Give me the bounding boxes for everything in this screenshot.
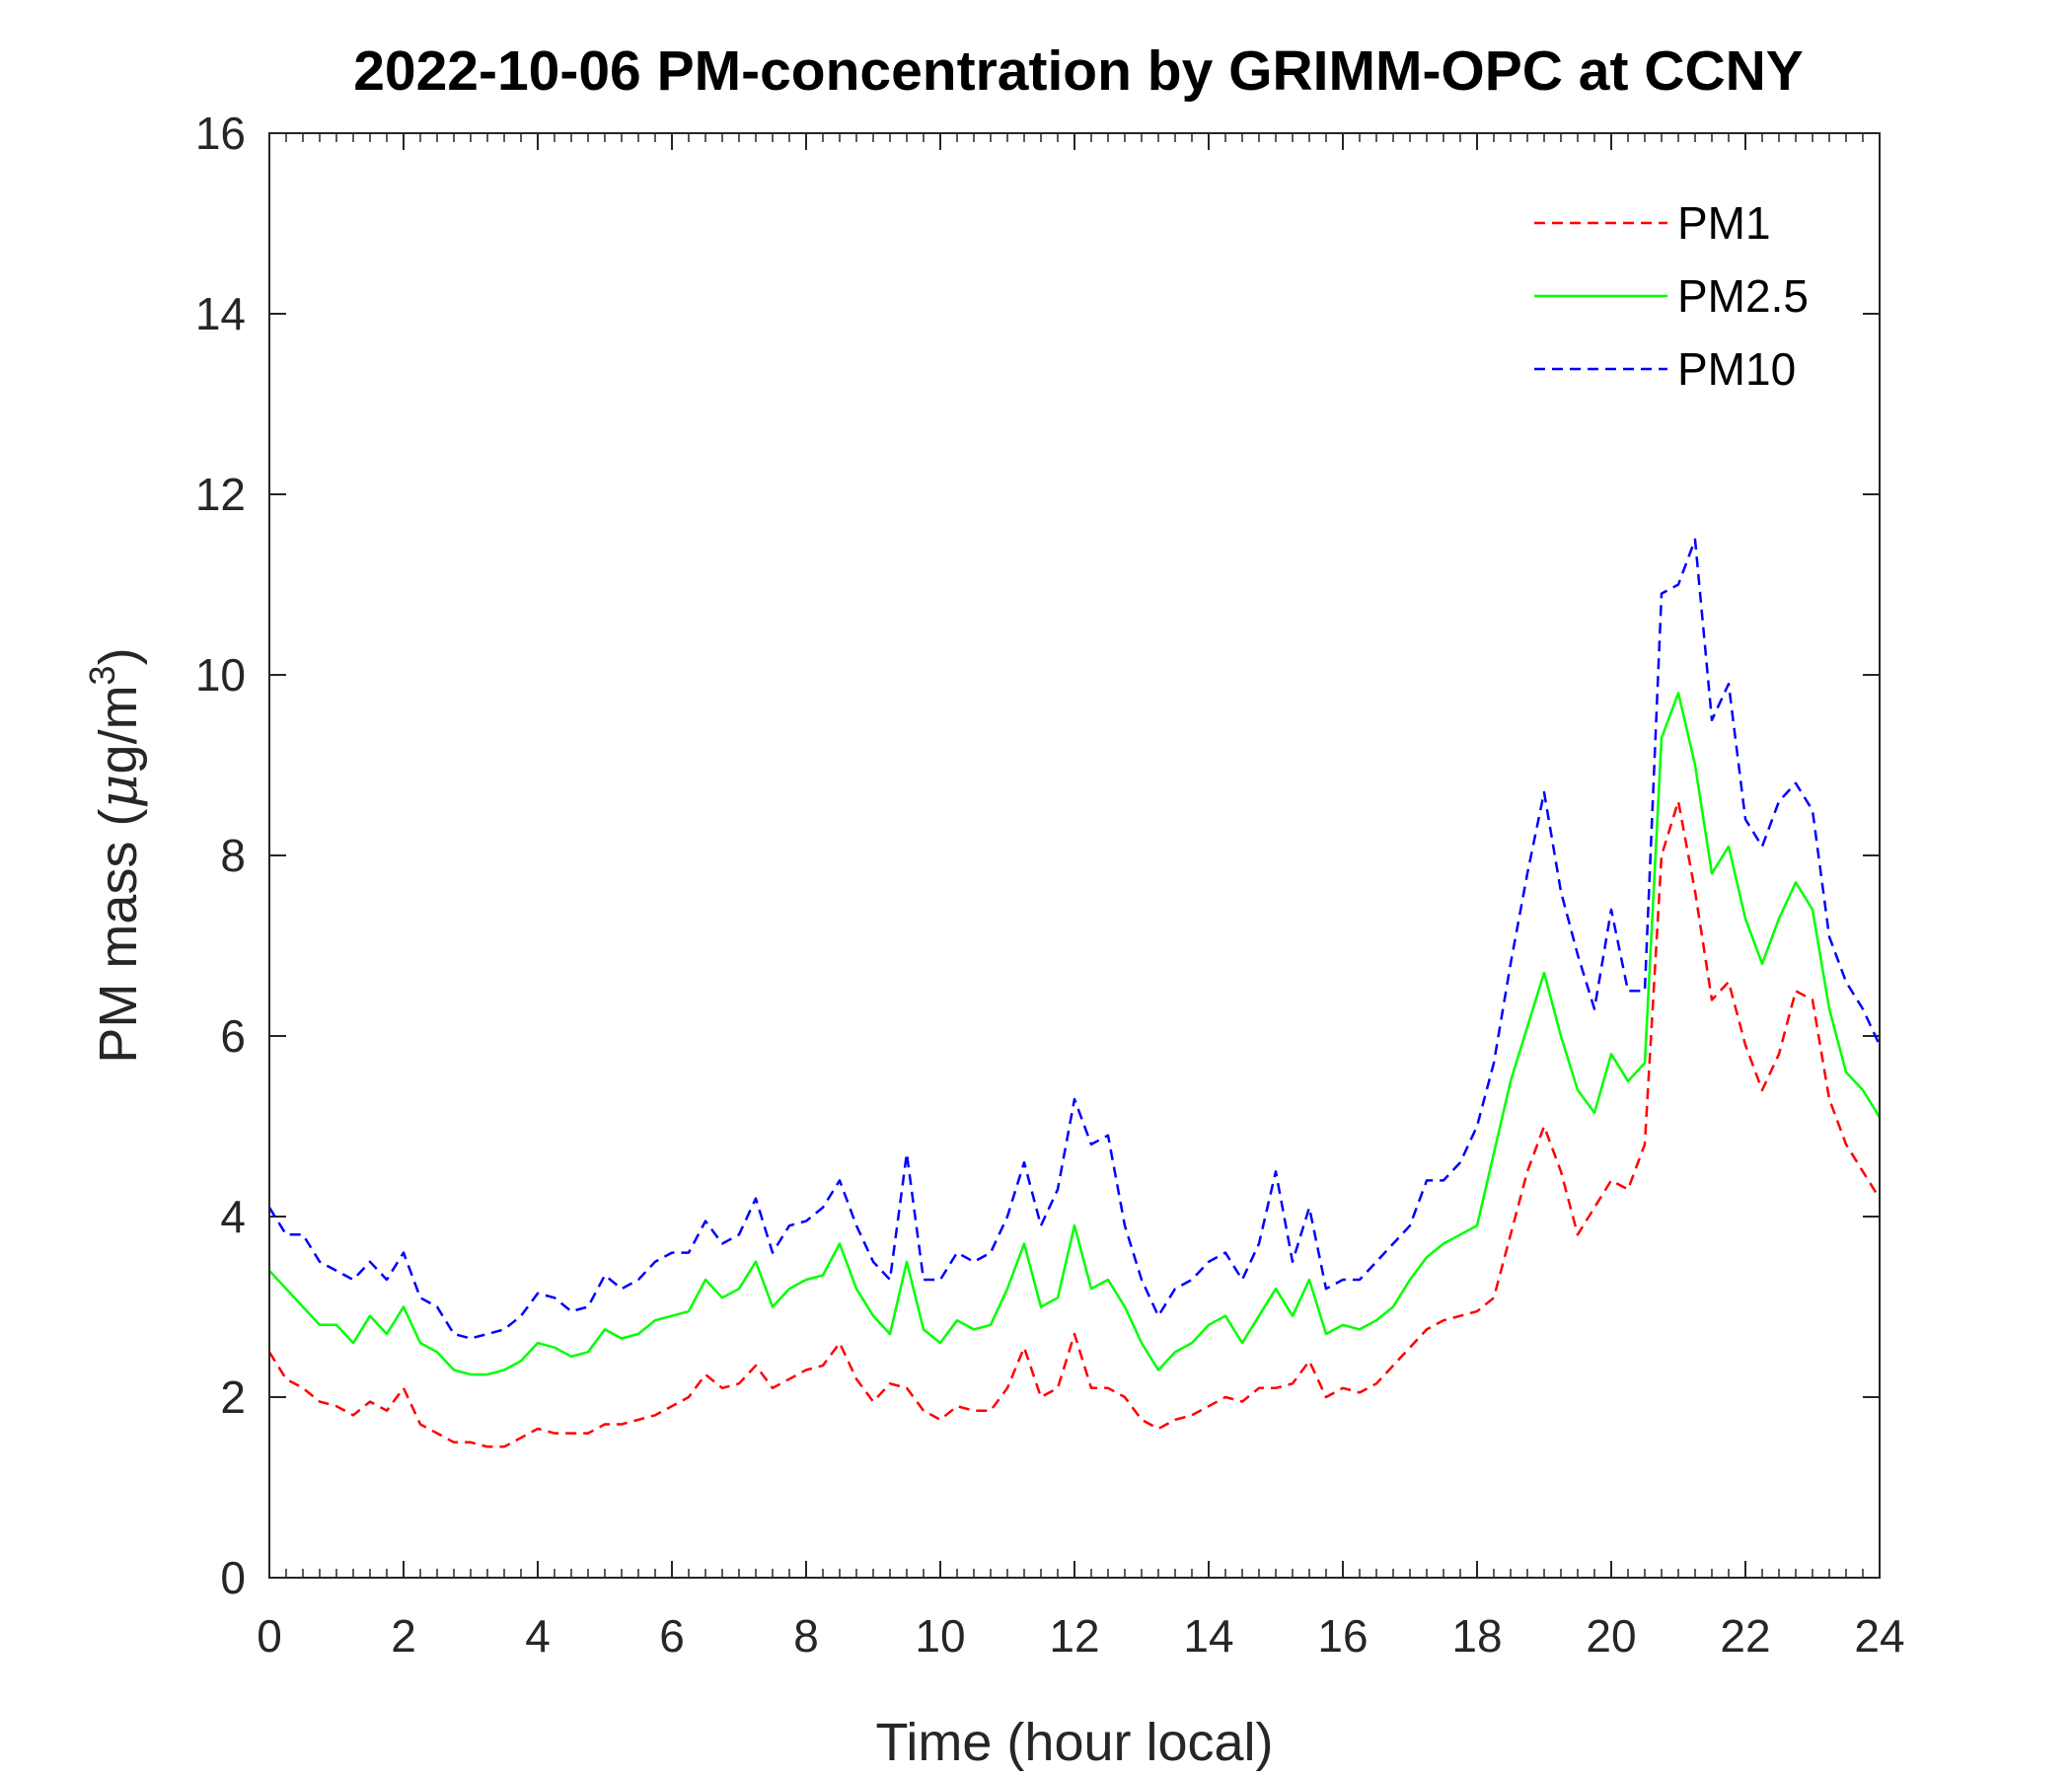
x-tick-label: 10 [915,1610,965,1662]
x-tick-label: 18 [1451,1610,1502,1662]
y-axis-label-close: ) [89,647,148,665]
x-tick-label: 6 [659,1610,685,1662]
y-tick-label: 6 [220,1010,246,1062]
series-layer [267,538,1882,1448]
axes-box [268,132,1881,1579]
chart-title: 2022-10-06 PM-concentration by GRIMM-OPC… [353,39,1804,103]
y-tick-label: 8 [220,830,246,881]
legend-background [1510,187,1835,395]
series-line-pm2-5 [268,692,1882,1376]
x-tick-label: 2 [391,1610,416,1662]
x-tick-label: 20 [1586,1610,1636,1662]
y-tick-label: 2 [220,1371,246,1423]
legend-label: PM1 [1677,197,1771,249]
y-axis-ticks: 0 2 4 6 8 10 12 14 16 [195,108,1880,1603]
y-tick-label: 0 [220,1552,246,1603]
series-line-pm1 [267,799,1882,1448]
y-axis-label-main: PM mass ( [89,809,148,1064]
y-tick-label: 12 [195,469,246,520]
x-tick-label: 4 [525,1610,551,1662]
x-axis-label: Time (hour local) [875,1713,1273,1772]
x-tick-label: 12 [1049,1610,1099,1662]
x-tick-label: 16 [1317,1610,1368,1662]
y-axis-label-mu: μ [87,774,149,808]
x-tick-label: 24 [1854,1610,1904,1662]
x-tick-label: 14 [1183,1610,1233,1662]
x-axis-ticks: 0 2 4 6 8 10 12 14 16 18 20 22 24 [257,133,1905,1662]
legend-label: PM10 [1677,343,1796,395]
y-tick-label: 14 [195,288,246,339]
y-tick-label: 4 [220,1191,246,1242]
series-line-pm10 [267,538,1882,1340]
x-tick-label: 22 [1720,1610,1770,1662]
y-tick-label: 16 [195,108,246,159]
legend: PM1 PM2.5 PM10 [1510,187,1835,395]
legend-items: PM1 PM2.5 PM10 [1534,197,1809,395]
y-axis-label: PM mass (μg/m3) [82,647,149,1063]
legend-label: PM2.5 [1677,270,1809,322]
x-tick-label: 0 [257,1610,282,1662]
x-tick-label: 8 [793,1610,819,1662]
y-axis-label-unit: g/m [89,685,148,774]
y-axis-label-exponent: 3 [82,665,122,685]
y-tick-label: 10 [195,649,246,701]
